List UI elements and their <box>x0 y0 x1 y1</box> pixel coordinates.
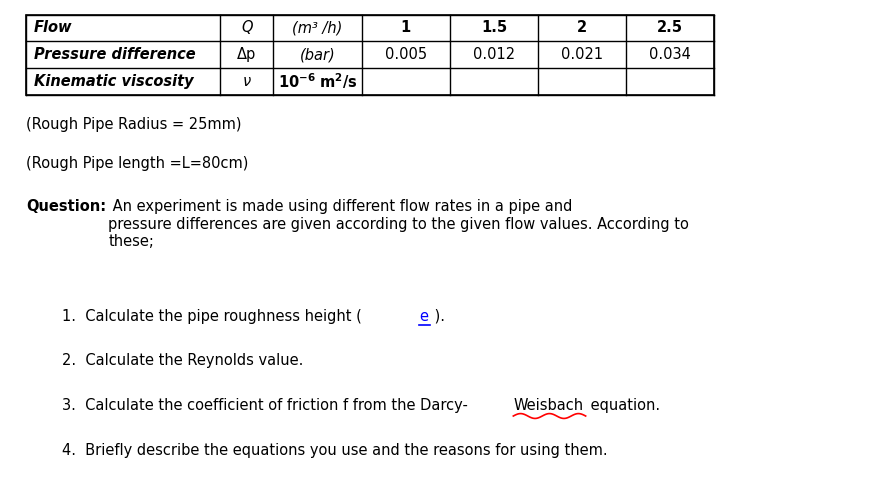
Text: 0.034: 0.034 <box>649 47 691 62</box>
Text: Δp: Δp <box>237 47 257 62</box>
Text: 0.012: 0.012 <box>473 47 515 62</box>
Text: equation.: equation. <box>586 398 660 413</box>
Text: ).: ). <box>430 309 445 324</box>
Text: (bar): (bar) <box>300 47 335 62</box>
Text: Flow: Flow <box>34 20 72 35</box>
Text: Pressure difference: Pressure difference <box>34 47 195 62</box>
Text: (Rough Pipe Radius = 25mm): (Rough Pipe Radius = 25mm) <box>26 117 242 132</box>
Text: e: e <box>419 309 428 324</box>
Text: Kinematic viscosity: Kinematic viscosity <box>34 74 193 89</box>
Text: An experiment is made using different flow rates in a pipe and
pressure differen: An experiment is made using different fl… <box>108 199 690 249</box>
Text: 2: 2 <box>577 20 587 35</box>
Text: ν: ν <box>243 74 251 89</box>
Text: 1.5: 1.5 <box>481 20 507 35</box>
Text: $\mathbf{10^{-6}\ m^{2}/s}$: $\mathbf{10^{-6}\ m^{2}/s}$ <box>278 71 357 91</box>
Text: 2.  Calculate the Reynolds value.: 2. Calculate the Reynolds value. <box>62 353 303 368</box>
Text: (m³ /h): (m³ /h) <box>292 20 343 35</box>
Text: (Rough Pipe length =L=80cm): (Rough Pipe length =L=80cm) <box>26 156 249 171</box>
Text: 1: 1 <box>400 20 411 35</box>
Text: 0.005: 0.005 <box>385 47 427 62</box>
Text: 3.  Calculate the coefficient of friction f from the Darcy-: 3. Calculate the coefficient of friction… <box>62 398 467 413</box>
Text: Q: Q <box>241 20 253 35</box>
Text: 4.  Briefly describe the equations you use and the reasons for using them.: 4. Briefly describe the equations you us… <box>62 443 608 458</box>
Text: 1.  Calculate the pipe roughness height (: 1. Calculate the pipe roughness height ( <box>62 309 366 324</box>
Text: Weisbach: Weisbach <box>513 398 584 413</box>
Bar <box>26 15 714 95</box>
Text: 0.021: 0.021 <box>561 47 603 62</box>
Text: 2.5: 2.5 <box>657 20 684 35</box>
Text: Question:: Question: <box>26 199 107 214</box>
